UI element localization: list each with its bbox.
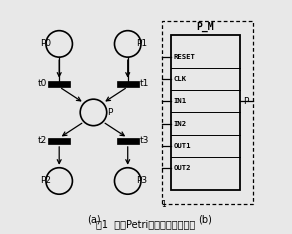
Text: OUT1: OUT1 [174,143,191,149]
Text: OUT2: OUT2 [174,165,191,171]
Text: 1: 1 [161,201,166,209]
Text: P1: P1 [136,39,147,48]
Text: (a): (a) [87,215,100,225]
Text: t2: t2 [37,136,47,146]
Bar [162,21,253,204]
Text: CLK: CLK [174,76,187,82]
Text: t0: t0 [37,79,47,88]
Text: P: P [243,97,248,106]
Bar [117,138,139,144]
Text: 图1  基本Petri网系统库所的实现: 图1 基本Petri网系统库所的实现 [96,219,196,229]
Text: P2: P2 [40,176,51,186]
Text: P_M: P_M [197,22,214,32]
Bar [117,81,139,87]
Text: P0: P0 [40,39,51,48]
Text: IN1: IN1 [174,98,187,104]
Text: IN2: IN2 [174,121,187,127]
Bar [48,81,70,87]
Text: P: P [107,108,112,117]
Text: t3: t3 [140,136,150,146]
Bar [171,35,240,190]
Bar [48,138,70,144]
Text: t1: t1 [140,79,150,88]
Text: P3: P3 [136,176,147,186]
Text: (b): (b) [199,215,212,225]
Text: RESET: RESET [174,54,196,60]
